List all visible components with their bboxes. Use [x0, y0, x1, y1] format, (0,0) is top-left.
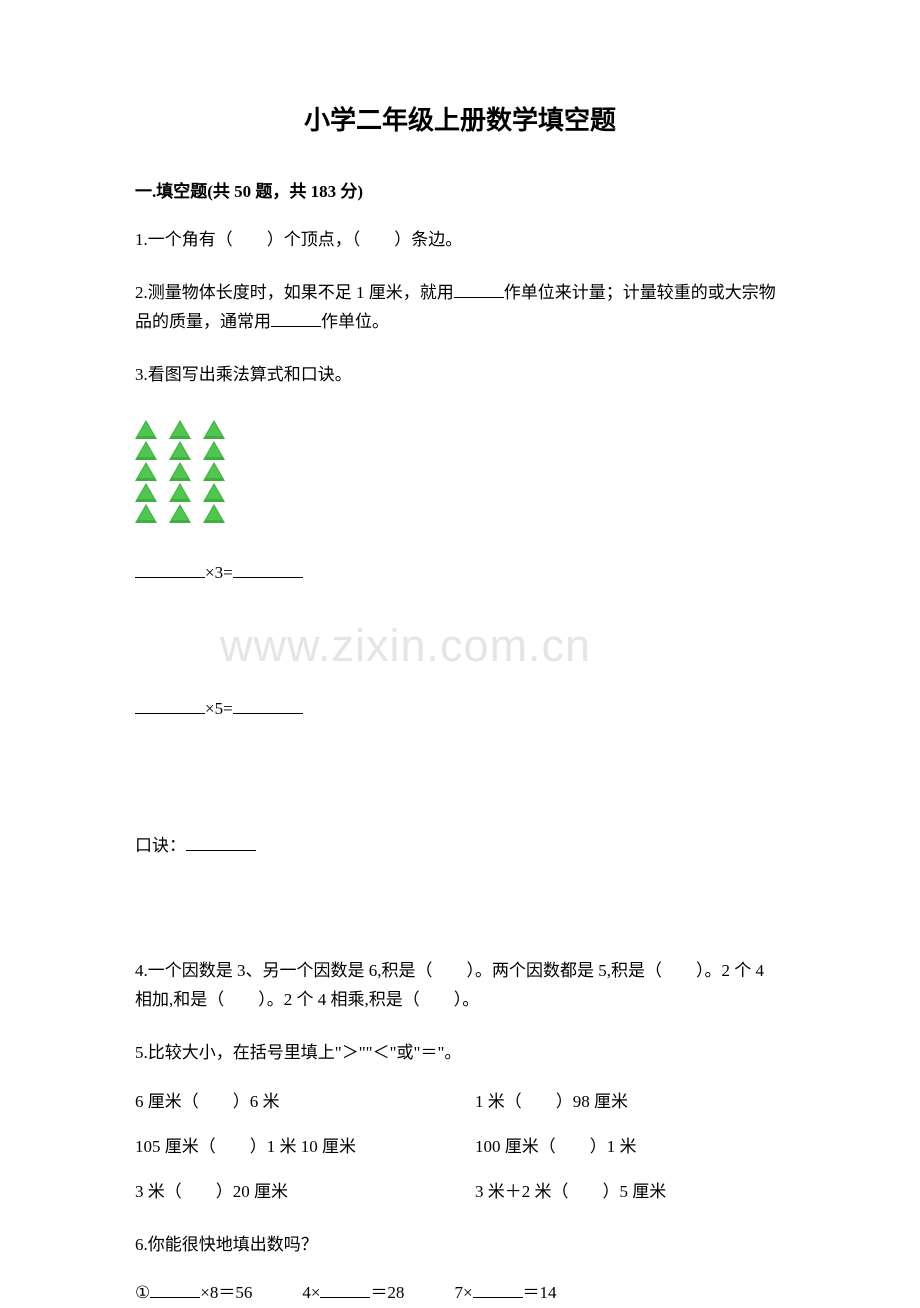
q5-r3-right: 3 米＋2 米（ ）5 厘米 [475, 1178, 785, 1207]
q5-r2-right: 100 厘米（ ）1 米 [475, 1133, 785, 1162]
q2-prefix: 2.测量物体长度时，如果不足 1 厘米，就用 [135, 283, 454, 302]
q4-text: 4.一个因数是 3、另一个因数是 6,积是（ ）。两个因数都是 5,积是（ ）。… [135, 961, 764, 1009]
q3-eq1-mid: ×3= [205, 563, 233, 582]
q3-eq1: ×3= [135, 559, 785, 588]
question-5: 5.比较大小，在括号里填上"＞""＜"或"＝"。 6 厘米（ ）6 米 1 米（… [135, 1039, 785, 1207]
q3-eq2: ×5= [135, 695, 785, 724]
triangle-icon [203, 420, 225, 439]
triangle-icon [135, 441, 157, 460]
q6-c-prefix: 7× [454, 1283, 472, 1302]
q6-b-suffix: ＝28 [370, 1283, 404, 1302]
triangle-row [135, 420, 785, 439]
q3-blank [135, 697, 205, 714]
triangle-row [135, 441, 785, 460]
triangle-icon [203, 441, 225, 460]
q5-r1-right: 1 米（ ）98 厘米 [475, 1088, 785, 1117]
triangle-icon [203, 504, 225, 523]
triangle-icon [135, 504, 157, 523]
triangle-icon [203, 483, 225, 502]
q5-row-1: 6 厘米（ ）6 米 1 米（ ）98 厘米 [135, 1088, 785, 1117]
q3-text: 3.看图写出乘法算式和口诀。 [135, 361, 785, 390]
q3-blank [233, 697, 303, 714]
q6-a-suffix: ×8＝56 [200, 1283, 252, 1302]
q3-koujue: 口诀： [135, 832, 785, 861]
triangle-icon [135, 462, 157, 481]
question-4: 4.一个因数是 3、另一个因数是 6,积是（ ）。两个因数都是 5,积是（ ）。… [135, 957, 785, 1015]
section-header: 一.填空题(共 50 题，共 183 分) [135, 177, 785, 202]
q3-koujue-label: 口诀： [135, 836, 186, 855]
triangle-grid [135, 420, 785, 523]
triangle-icon [169, 441, 191, 460]
document-content: 小学二年级上册数学填空题 一.填空题(共 50 题，共 183 分) 1.一个角… [135, 100, 785, 1308]
q3-blank [233, 561, 303, 578]
q2-blank-2 [271, 310, 321, 327]
q6-blank [320, 1281, 370, 1298]
page-title: 小学二年级上册数学填空题 [135, 100, 785, 137]
q5-r1-left: 6 厘米（ ）6 米 [135, 1088, 475, 1117]
triangle-icon [169, 483, 191, 502]
q6-text: 6.你能很快地填出数吗？ [135, 1231, 785, 1260]
q6-item-c: 7× ＝14 [454, 1279, 556, 1308]
q5-r3-left: 3 米（ ）20 厘米 [135, 1178, 475, 1207]
triangle-icon [135, 420, 157, 439]
question-3: 3.看图写出乘法算式和口诀。 [135, 361, 785, 934]
triangle-icon [169, 462, 191, 481]
triangle-icon [169, 420, 191, 439]
q6-b-prefix: 4× [302, 1283, 320, 1302]
triangle-row [135, 504, 785, 523]
q5-text: 5.比较大小，在括号里填上"＞""＜"或"＝"。 [135, 1039, 785, 1068]
triangle-row [135, 462, 785, 481]
q6-c-suffix: ＝14 [523, 1283, 557, 1302]
q3-blank [135, 561, 205, 578]
triangle-row [135, 483, 785, 502]
triangle-icon [203, 462, 225, 481]
q6-item-a: ① ×8＝56 [135, 1279, 252, 1308]
q5-r2-left: 105 厘米（ ）1 米 10 厘米 [135, 1133, 475, 1162]
q5-row-2: 105 厘米（ ）1 米 10 厘米 100 厘米（ ）1 米 [135, 1133, 785, 1162]
q2-suffix: 作单位。 [321, 312, 389, 331]
q3-blank [186, 834, 256, 851]
q6-a-prefix: ① [135, 1283, 150, 1302]
q6-blank [473, 1281, 523, 1298]
q5-row-3: 3 米（ ）20 厘米 3 米＋2 米（ ）5 厘米 [135, 1178, 785, 1207]
q6-items: ① ×8＝56 4× ＝28 7× ＝14 [135, 1279, 785, 1308]
question-2: 2.测量物体长度时，如果不足 1 厘米，就用作单位来计量；计量较重的或大宗物品的… [135, 279, 785, 337]
triangle-icon [135, 483, 157, 502]
q6-blank [150, 1281, 200, 1298]
q2-blank-1 [454, 281, 504, 298]
question-1: 1.一个角有（ ）个顶点，（ ）条边。 [135, 226, 785, 255]
question-6: 6.你能很快地填出数吗？ ① ×8＝56 4× ＝28 7× ＝14 [135, 1231, 785, 1308]
q6-item-b: 4× ＝28 [302, 1279, 404, 1308]
q3-eq2-mid: ×5= [205, 699, 233, 718]
triangle-icon [169, 504, 191, 523]
q1-text: 1.一个角有（ ）个顶点，（ ）条边。 [135, 230, 462, 249]
